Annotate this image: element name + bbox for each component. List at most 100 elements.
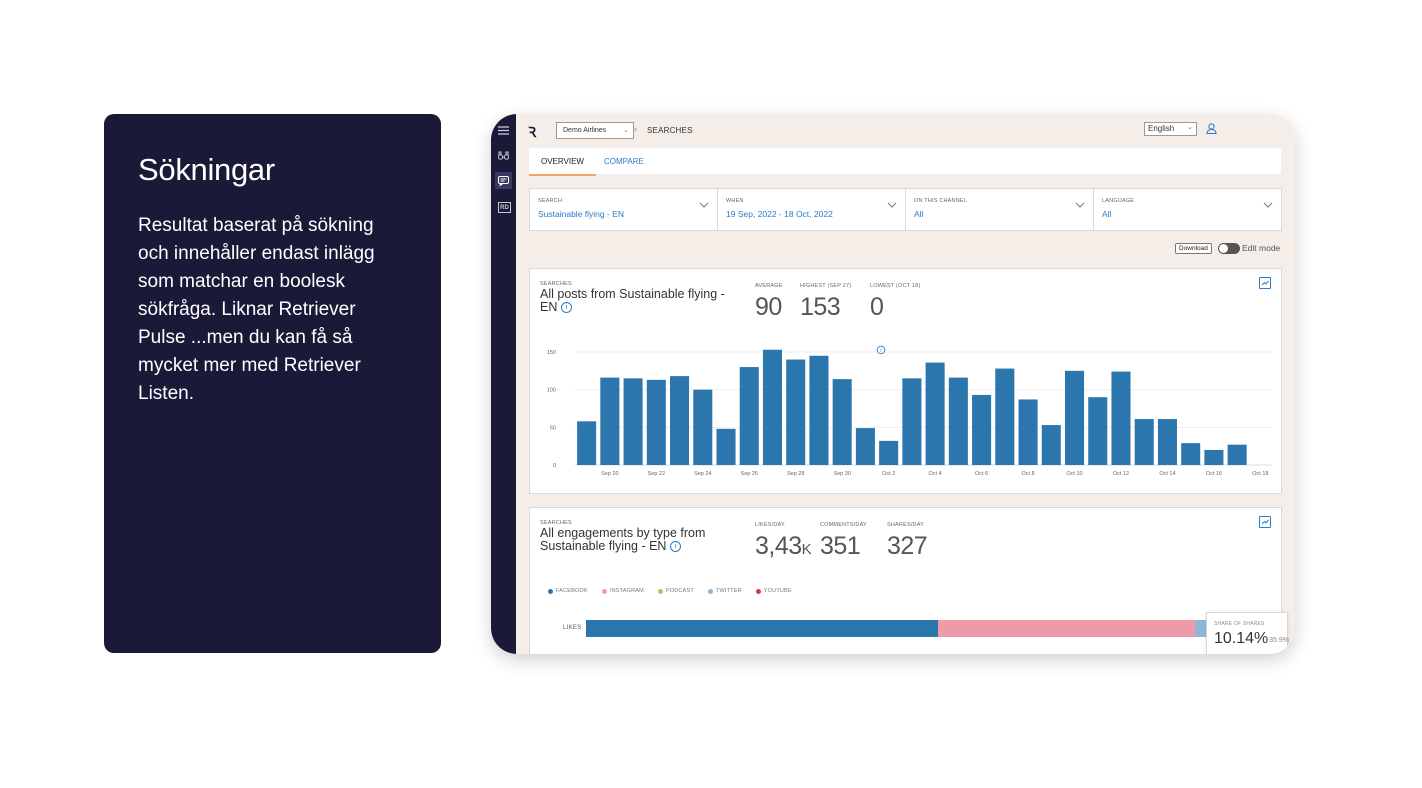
stack-segment[interactable]	[586, 620, 938, 637]
likes-row-label: LIKES	[563, 625, 582, 631]
y-tick-label: 50	[550, 425, 556, 431]
bar[interactable]	[879, 440, 899, 465]
topbar: Ꝛ Demo Airlines ⌄ › SEARCHES English ⌄	[516, 114, 1295, 146]
card-title: All engagements by type from Sustainable…	[540, 527, 740, 552]
bar[interactable]	[1018, 399, 1038, 465]
bar[interactable]	[646, 379, 666, 465]
language-select[interactable]: English ⌄	[1144, 122, 1197, 136]
filter-label: LANGUAGE	[1102, 198, 1135, 204]
sidebar-rail: RD	[491, 114, 516, 654]
x-tick-label: Oct 18	[1252, 471, 1268, 477]
bar[interactable]	[809, 355, 829, 465]
bar[interactable]	[1157, 419, 1177, 465]
org-select[interactable]: Demo Airlines ⌄	[556, 122, 634, 139]
chart-type-icon[interactable]	[1259, 277, 1271, 289]
y-tick-label: 0	[553, 463, 556, 469]
x-tick-label: Oct 10	[1066, 471, 1082, 477]
menu-icon[interactable]	[495, 122, 512, 139]
legend-item[interactable]: FACEBOOK	[548, 588, 588, 594]
legend-label: FACEBOOK	[556, 588, 588, 594]
y-tick-label: 100	[547, 388, 556, 394]
stat-value: 0	[870, 293, 884, 321]
chat-icon[interactable]	[495, 172, 512, 189]
posts-card: SEARCHES All posts from Sustainable flyi…	[529, 268, 1282, 494]
chevron-down-icon	[887, 202, 897, 208]
card-kicker: SEARCHES	[540, 520, 572, 526]
bar[interactable]	[716, 428, 736, 465]
bar[interactable]	[1111, 371, 1131, 465]
legend: FACEBOOK INSTAGRAM PODCAST TWITTER YOUTUBE	[548, 588, 792, 594]
bar[interactable]	[1134, 419, 1154, 465]
legend-label: INSTAGRAM	[609, 588, 644, 594]
card-title-text: All posts from Sustainable flying - EN	[540, 287, 725, 314]
info-icon[interactable]: i	[669, 540, 681, 552]
bar[interactable]	[1041, 425, 1061, 465]
bar[interactable]	[1088, 397, 1108, 465]
filter-channel[interactable]: ON THIS CHANNEL All	[906, 189, 1094, 230]
legend-dot	[601, 588, 607, 594]
tab-overview[interactable]: OVERVIEW	[529, 157, 596, 176]
stat-value: 153	[800, 293, 841, 321]
stat-label: AVERAGE	[755, 283, 783, 289]
stat-shares-per-day: SHARES/DAY 327	[887, 522, 928, 561]
download-button[interactable]: Download	[1175, 243, 1212, 254]
info-title: Sökningar	[138, 152, 275, 187]
engagement-card: SEARCHES All engagements by type from Su…	[529, 507, 1289, 654]
bar[interactable]	[972, 394, 992, 465]
chevron-right-icon: ›	[634, 124, 637, 134]
edit-mode-label: Edit mode	[1242, 243, 1281, 253]
binoculars-icon[interactable]	[495, 147, 512, 164]
bar[interactable]	[623, 378, 643, 465]
tab-compare[interactable]: COMPARE	[604, 157, 644, 166]
x-tick-label: Sep 24	[694, 471, 711, 477]
bar[interactable]	[948, 377, 968, 465]
filter-search[interactable]: SEARCH Sustainable flying - EN	[530, 189, 718, 230]
stat-number: 3,43	[755, 532, 802, 560]
bar[interactable]	[855, 428, 875, 465]
x-tick-label: Sep 20	[601, 471, 618, 477]
bar[interactable]	[1064, 370, 1085, 465]
legend-label: YOUTUBE	[763, 588, 792, 594]
legend-item[interactable]: PODCAST	[657, 588, 694, 594]
legend-item[interactable]: INSTAGRAM	[601, 588, 644, 594]
filter-when[interactable]: WHEN 19 Sep, 2022 - 18 Oct, 2022	[718, 189, 906, 230]
annotation-info-icon[interactable]	[876, 345, 886, 355]
stat-highest: HIGHEST (SEP 27) 153	[800, 283, 851, 322]
bar[interactable]	[670, 376, 690, 465]
x-tick-label: Oct 6	[975, 471, 988, 477]
chart-type-icon[interactable]	[1259, 516, 1271, 528]
filter-bar: SEARCH Sustainable flying - EN WHEN 19 S…	[529, 188, 1282, 231]
stack-segment[interactable]	[1194, 620, 1206, 637]
chevron-down-icon	[1263, 202, 1273, 208]
bar[interactable]	[577, 421, 597, 465]
x-tick-label: Sep 26	[741, 471, 758, 477]
filter-language[interactable]: LANGUAGE All	[1094, 189, 1281, 230]
legend-item[interactable]: YOUTUBE	[755, 588, 792, 594]
bar[interactable]	[832, 379, 852, 465]
bar[interactable]	[786, 359, 806, 465]
edit-mode-toggle[interactable]	[1218, 243, 1240, 254]
bar[interactable]	[925, 362, 945, 465]
stack-segment[interactable]	[937, 620, 1195, 637]
chevron-down-icon	[1075, 202, 1085, 208]
info-icon[interactable]: i	[560, 301, 572, 313]
bar[interactable]	[600, 377, 620, 465]
bar[interactable]	[1227, 444, 1247, 465]
filter-label: WHEN	[726, 198, 744, 204]
bar[interactable]	[902, 378, 922, 465]
user-icon[interactable]	[1206, 121, 1217, 139]
legend-item[interactable]: TWITTER	[707, 588, 742, 594]
bar[interactable]	[1181, 443, 1201, 465]
stat-value: 90	[755, 293, 782, 321]
bar[interactable]	[739, 367, 759, 465]
chevron-down-icon: ⌄	[1187, 124, 1193, 131]
stat-suffix: K	[801, 541, 812, 558]
bar[interactable]	[693, 389, 713, 465]
x-tick-label: Oct 8	[1021, 471, 1034, 477]
bar[interactable]	[1204, 449, 1224, 465]
bar[interactable]	[995, 368, 1015, 465]
rd-icon[interactable]: RD	[498, 202, 511, 213]
bar[interactable]	[762, 349, 783, 465]
stat-label: COMMENTS/DAY	[820, 522, 867, 528]
chevron-down-icon	[699, 202, 709, 208]
